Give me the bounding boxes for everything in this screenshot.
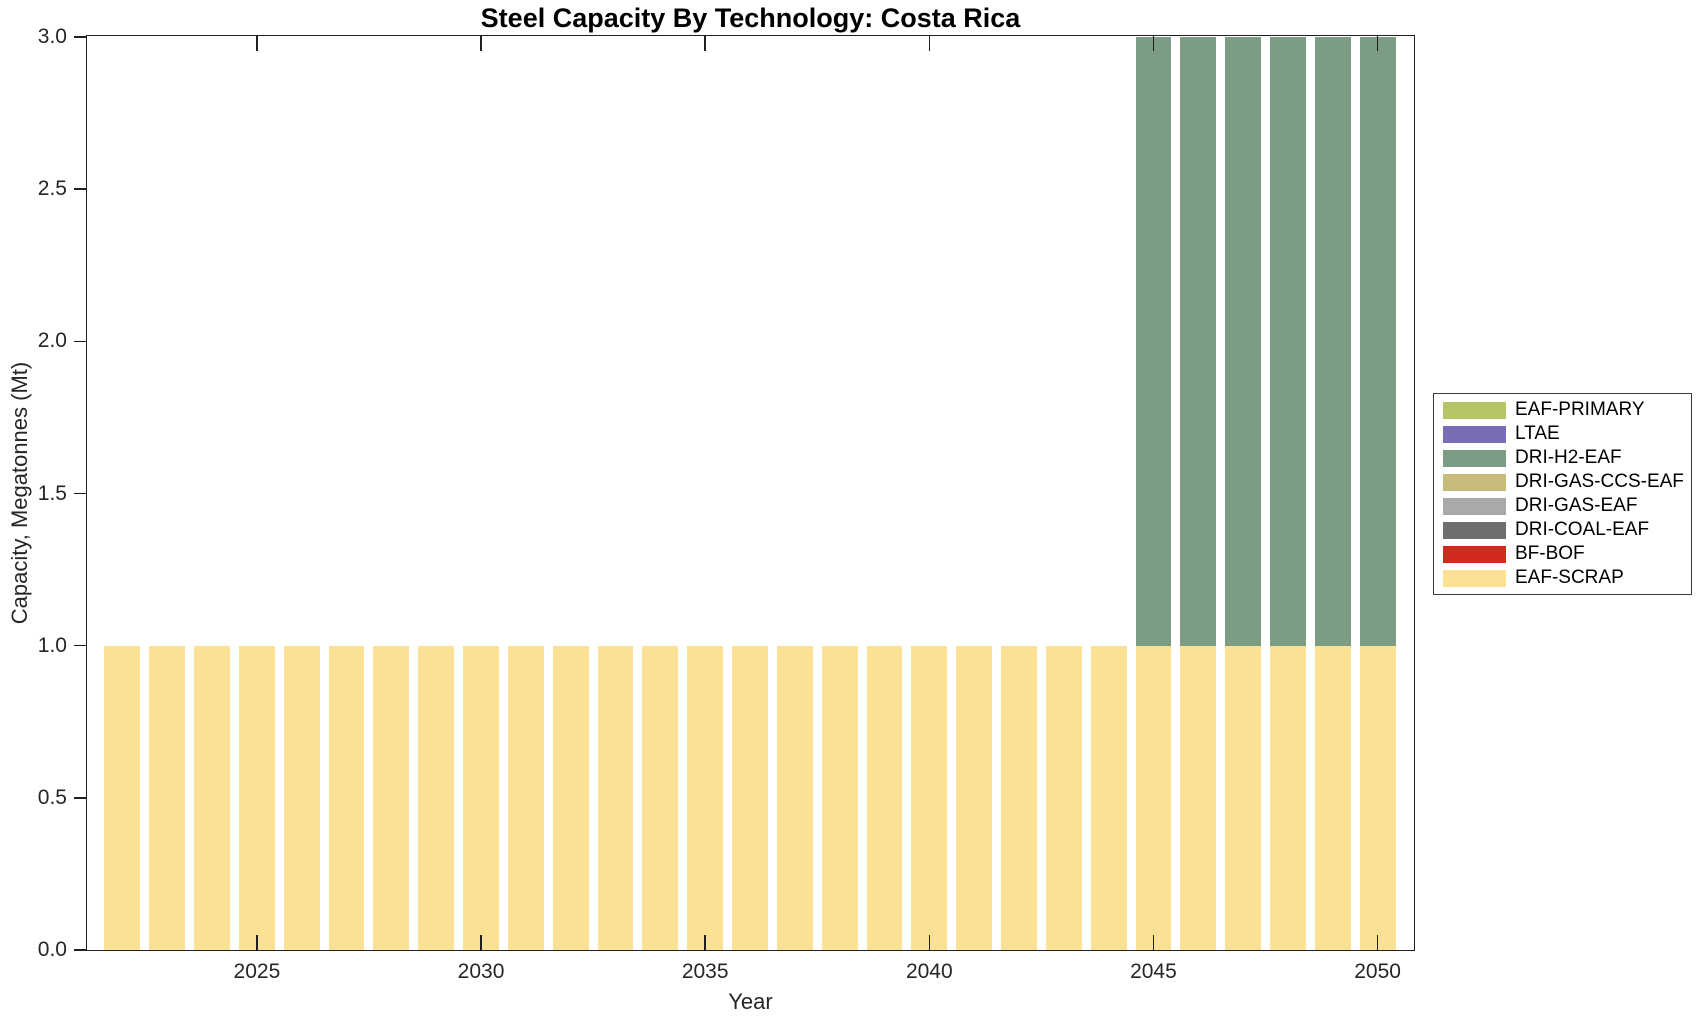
bar-segment (866, 645, 903, 950)
legend-label: DRI-GAS-CCS-EAF (1515, 471, 1684, 492)
y-axis-tick (73, 797, 86, 799)
bar-segment (1045, 645, 1082, 950)
y-axis-tick (73, 644, 86, 647)
legend-row: EAF-SCRAP (1434, 566, 1691, 590)
bar-segment (238, 645, 275, 950)
y-tick-label: 0.5 (37, 785, 67, 809)
legend-row: LTAE (1434, 422, 1691, 446)
legend-label: EAF-SCRAP (1515, 567, 1624, 588)
legend-row: DRI-GAS-CCS-EAF (1434, 470, 1691, 494)
bar-segment (1270, 37, 1306, 646)
x-axis-tick (480, 935, 482, 950)
legend: EAF-PRIMARY LTAE DRI-H2-EAF DRI-GAS-CCS-EAF… (1433, 393, 1692, 595)
bar-segment (1135, 37, 1172, 646)
legend-label: DRI-GAS-EAF (1515, 495, 1638, 516)
x-axis-tick (480, 36, 482, 51)
y-tick-label: 1.5 (37, 481, 67, 505)
bar-segment (418, 645, 455, 950)
legend-swatch (1443, 497, 1506, 515)
bar-segment (1001, 645, 1037, 950)
x-tick-label: 2025 (233, 960, 281, 983)
bar-segment (328, 645, 365, 950)
legend-row: EAF-PRIMARY (1434, 398, 1691, 422)
legend-label: EAF-PRIMARY (1515, 399, 1645, 420)
bar-segment (1225, 37, 1262, 646)
legend-swatch (1443, 401, 1506, 419)
x-tick-label: 2050 (1354, 960, 1401, 983)
legend-row: BF-BOF (1434, 542, 1691, 566)
bar-segment (1314, 37, 1351, 646)
x-axis-tick (704, 36, 706, 51)
bar-segment (732, 645, 768, 950)
x-tick-label: 2035 (681, 960, 729, 983)
y-tick-label: 2.0 (37, 329, 67, 353)
legend-label: LTAE (1515, 423, 1560, 444)
x-axis-tick (256, 935, 258, 950)
bar-segment (1135, 645, 1172, 950)
legend-swatch (1443, 521, 1506, 539)
bar-segment (1225, 645, 1262, 950)
plot-area: 2025 2030 2035 2040 2045 2050 0.0 0.5 1.0 1.5 2.0 2… (38, 25, 1415, 983)
bar-segment (597, 645, 634, 950)
y-axis-label: Capacity, Megatonnes (Mt) (7, 361, 32, 625)
bar-segment (283, 645, 320, 950)
bar-segment (1359, 645, 1396, 950)
y-axis-tick (73, 949, 86, 951)
y-tick-label: 3.0 (37, 25, 67, 48)
bar-segment (1359, 37, 1396, 646)
x-axis-tick (928, 36, 931, 51)
bar-segment (104, 645, 141, 950)
legend-label: DRI-H2-EAF (1515, 447, 1622, 468)
bar-segment (194, 645, 230, 950)
bar-segment (1090, 645, 1127, 950)
y-axis-tick (73, 36, 86, 38)
y-tick-label: 0.0 (37, 938, 67, 961)
x-axis-tick (928, 935, 931, 950)
bar-segment (1180, 645, 1217, 950)
chart-title: Steel Capacity By Technology: Costa Rica (480, 3, 1021, 33)
bar-segment (1180, 37, 1217, 646)
x-axis-tick (1376, 935, 1379, 950)
x-axis-tick (1152, 935, 1155, 950)
x-axis-tick (704, 935, 706, 950)
y-tick-label: 1.0 (37, 633, 67, 657)
legend-swatch (1443, 449, 1506, 467)
x-tick-label: 2030 (457, 960, 505, 983)
y-tick-label: 2.5 (37, 177, 67, 201)
legend-row: DRI-H2-EAF (1434, 446, 1691, 470)
legend-swatch (1443, 425, 1506, 443)
legend-swatch (1443, 569, 1506, 587)
x-axis-tick (256, 36, 258, 51)
bar-segment (642, 645, 679, 950)
x-tick-label: 2045 (1130, 960, 1177, 983)
legend-swatch (1443, 545, 1506, 563)
bar-segment (776, 645, 813, 950)
legend-swatch (1443, 473, 1506, 491)
y-axis-tick (73, 188, 86, 190)
x-axis-tick (1376, 36, 1379, 51)
bar-segment (821, 645, 858, 950)
bar-segment (911, 645, 948, 950)
bar-segment (463, 645, 499, 950)
x-axis-tick (1152, 36, 1155, 51)
y-axis-tick (73, 340, 86, 343)
bar-segment (956, 645, 993, 950)
legend-label: DRI-COAL-EAF (1515, 519, 1650, 540)
bar-segment (1314, 645, 1351, 950)
bar-segment (552, 645, 589, 950)
legend-row: DRI-COAL-EAF (1434, 518, 1691, 542)
legend-label: BF-BOF (1515, 543, 1585, 564)
bar-segment (1270, 645, 1306, 950)
bar-segment (373, 645, 410, 950)
bar-segment (507, 645, 544, 950)
y-axis-tick (73, 492, 86, 495)
bar-segment (149, 645, 186, 950)
legend-row: DRI-GAS-EAF (1434, 494, 1691, 518)
x-axis-label: Year (728, 989, 773, 1014)
bar-segment (687, 645, 724, 950)
x-tick-label: 2040 (905, 960, 953, 983)
